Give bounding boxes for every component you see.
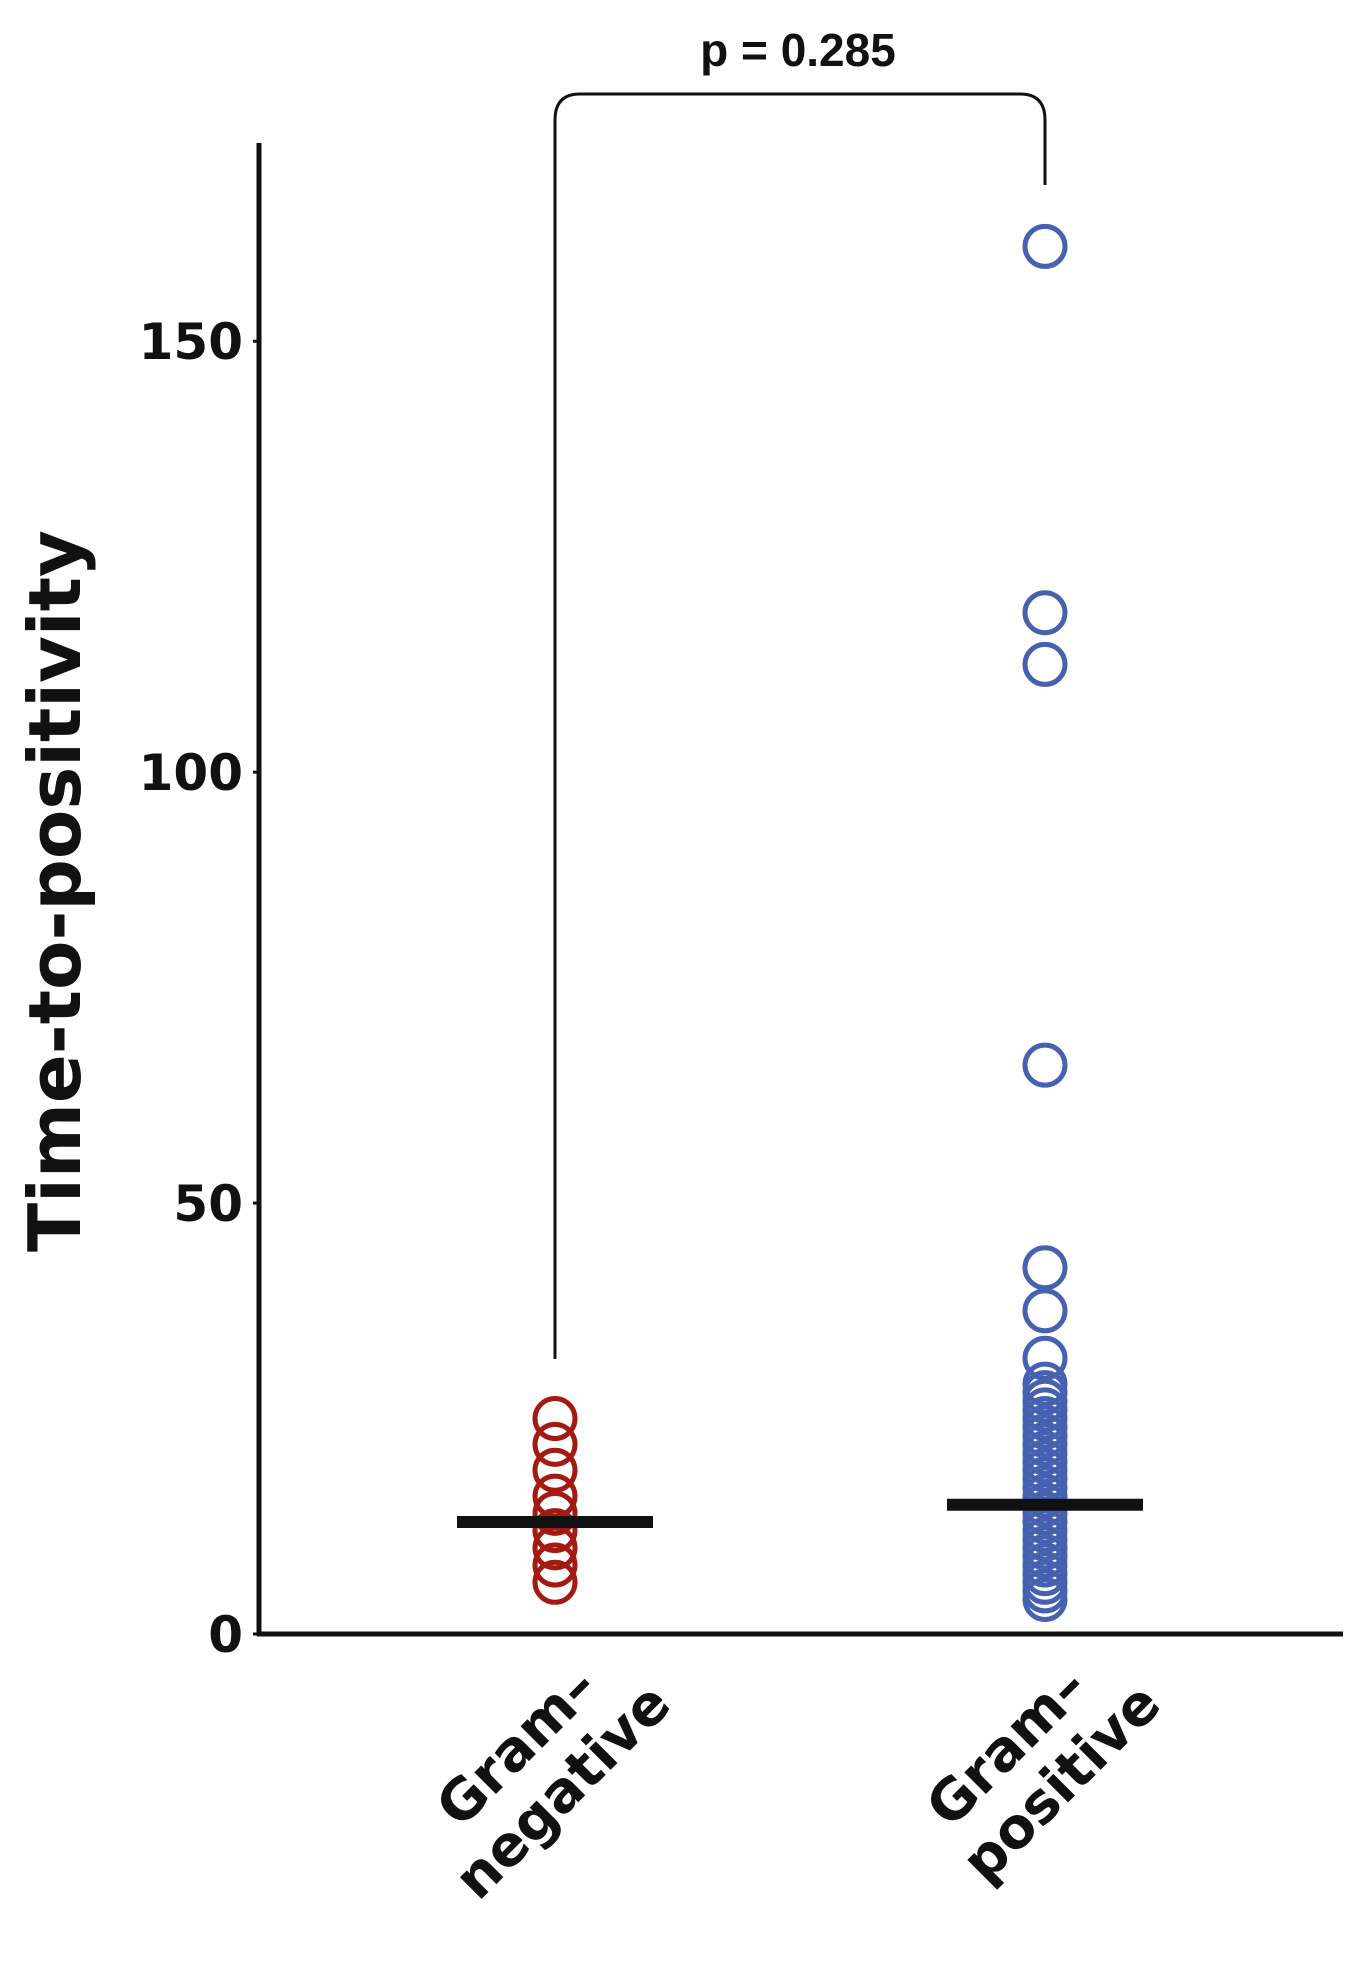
p-value-annotation: p = 0.285: [700, 24, 896, 76]
data-point: [532, 1559, 578, 1605]
y-tick-label: 50: [173, 1175, 243, 1233]
x-tick-label: Gram–positive: [904, 1626, 1173, 1895]
data-point: [1022, 1245, 1068, 1291]
y-axis-label: Time-to-positivity: [13, 530, 97, 1252]
data-point: [532, 1421, 578, 1467]
data-point: [1022, 223, 1068, 269]
data-point: [1022, 1042, 1068, 1088]
data-point: [532, 1490, 578, 1536]
x-tick-label: Gram–negative: [397, 1626, 683, 1912]
y-tick-label: 100: [139, 744, 243, 802]
data-point: [1022, 1577, 1068, 1623]
data-point: [1022, 641, 1068, 687]
data-point: [532, 1508, 578, 1554]
data-point: [532, 1447, 578, 1493]
data-point: [532, 1396, 578, 1442]
y-tick-label: 150: [139, 313, 243, 371]
data-point: [1022, 590, 1068, 636]
significance-bracket: [553, 92, 1047, 1359]
data-point: [1022, 1335, 1068, 1381]
data-point: [1022, 1288, 1068, 1334]
data-point: [532, 1542, 578, 1588]
y-tick-label: 0: [208, 1606, 243, 1664]
